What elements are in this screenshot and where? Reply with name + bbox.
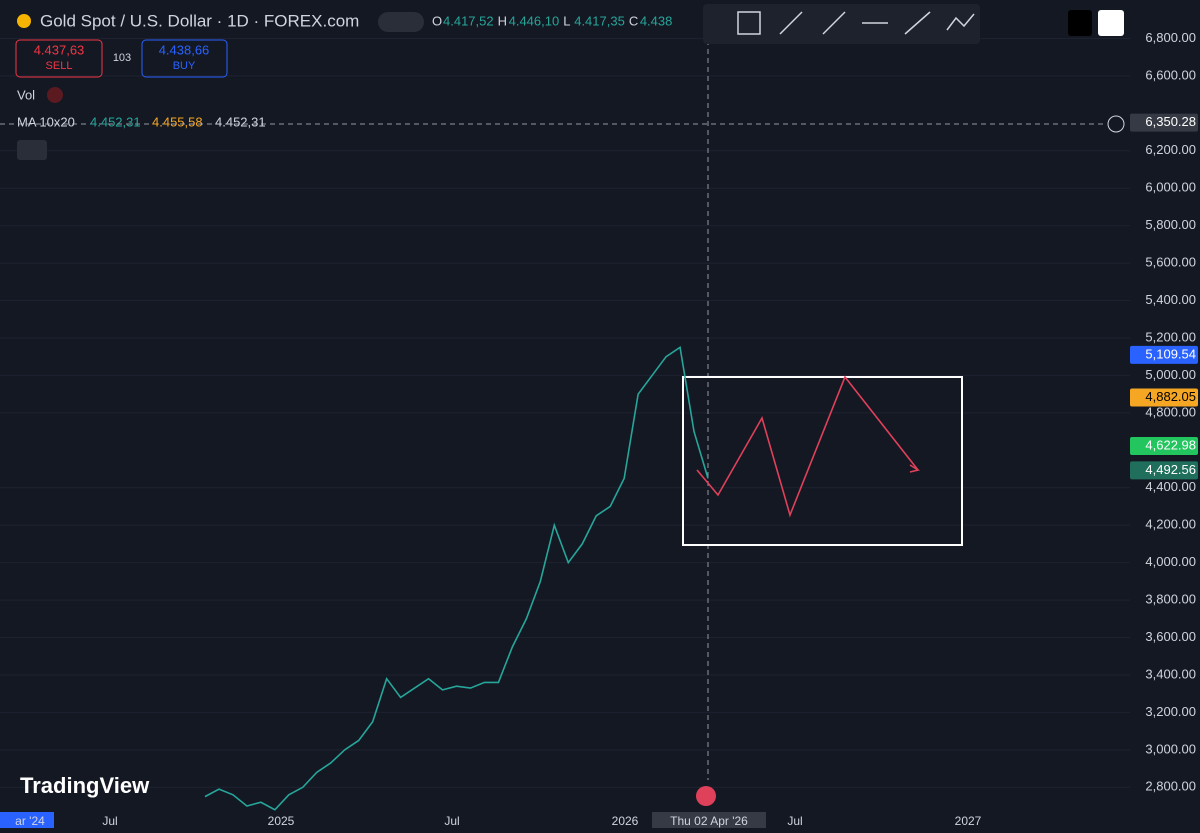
y-tick-label: 5,400.00 bbox=[1145, 292, 1196, 307]
spread: 103 bbox=[113, 52, 131, 64]
y-tick-label: 6,200.00 bbox=[1145, 142, 1196, 157]
drawing-toolbar bbox=[703, 4, 980, 44]
forecast-path bbox=[696, 375, 919, 518]
collapse-button[interactable] bbox=[17, 140, 47, 160]
x-tick-label: ar '24 bbox=[15, 814, 45, 828]
y-tick-label: 3,800.00 bbox=[1145, 592, 1196, 607]
price-marker-label: 5,109.54 bbox=[1145, 346, 1196, 361]
price-marker-label: 4,622.98 bbox=[1145, 437, 1196, 452]
ohlc-key: L bbox=[563, 13, 570, 28]
x-tick-label: Jul bbox=[787, 814, 802, 828]
ma-value: 4.452,31 bbox=[215, 114, 266, 129]
y-tick-label: 5,000.00 bbox=[1145, 367, 1196, 382]
price-marker bbox=[1130, 345, 1198, 364]
warning-icon bbox=[47, 87, 63, 103]
crosshair-x-label: Thu 02 Apr '26 bbox=[670, 814, 748, 828]
x-tick-label: 2027 bbox=[955, 814, 982, 828]
price-marker-label: 4,882.05 bbox=[1145, 389, 1196, 404]
vol-label: Vol bbox=[17, 87, 35, 102]
y-tick-label: 4,000.00 bbox=[1145, 554, 1196, 569]
status-pill bbox=[378, 12, 424, 32]
y-tick-label: 6,600.00 bbox=[1145, 67, 1196, 82]
y-tick-label: 3,000.00 bbox=[1145, 741, 1196, 756]
forecast-box bbox=[682, 376, 963, 546]
price-line bbox=[204, 345, 709, 811]
price-marker-label: 6,350.28 bbox=[1145, 114, 1196, 129]
price-marker bbox=[1130, 388, 1198, 407]
symbol-icon bbox=[17, 14, 31, 28]
price-marker bbox=[1130, 113, 1198, 132]
y-tick-label: 4,200.00 bbox=[1145, 517, 1196, 532]
y-tick-label: 3,400.00 bbox=[1145, 666, 1196, 681]
watermark: TradingView bbox=[20, 773, 150, 798]
ohlc-key: C bbox=[629, 13, 638, 28]
ma-value: 4.452,31 bbox=[90, 114, 141, 129]
forecast-arrow bbox=[909, 464, 921, 473]
y-tick-label: 3,200.00 bbox=[1145, 704, 1196, 719]
ma-value: 4.455,58 bbox=[152, 114, 203, 129]
sell-price: 4.437,63 bbox=[34, 42, 85, 57]
ohlc-value: 4.417,52 bbox=[443, 13, 494, 28]
time-axis bbox=[0, 812, 1200, 828]
ohlc-value: 4.417,35 bbox=[574, 13, 625, 28]
ma-label: MA 10x20 bbox=[17, 114, 75, 129]
price-marker bbox=[1130, 437, 1198, 456]
x-tick-label: 2026 bbox=[612, 814, 639, 828]
grid bbox=[0, 37, 1130, 788]
symbol-title: Gold Spot / U.S. Dollar · 1D · FOREX.com bbox=[40, 11, 359, 30]
y-tick-label: 6,800.00 bbox=[1145, 30, 1196, 45]
y-tick-label: 5,800.00 bbox=[1145, 217, 1196, 232]
buy-button[interactable] bbox=[141, 39, 228, 78]
y-tick-label: 3,600.00 bbox=[1145, 629, 1196, 644]
y-tick-label: 5,600.00 bbox=[1145, 255, 1196, 270]
ohlc-value: 4.446,10 bbox=[509, 13, 560, 28]
x-tick-label: Jul bbox=[444, 814, 459, 828]
buy-price: 4.438,66 bbox=[159, 42, 210, 57]
price-marker bbox=[1130, 461, 1198, 480]
sell-button[interactable] bbox=[15, 39, 103, 78]
toolbar-icons[interactable] bbox=[737, 11, 975, 35]
add-alert[interactable] bbox=[1107, 115, 1125, 133]
layout-button[interactable] bbox=[1098, 10, 1124, 36]
event-flag bbox=[696, 786, 716, 806]
crosshair-x-box bbox=[652, 812, 766, 828]
y-tick-label: 4,800.00 bbox=[1145, 404, 1196, 419]
price-marker-label: 4,492.56 bbox=[1145, 462, 1196, 477]
y-tick-label: 4,400.00 bbox=[1145, 479, 1196, 494]
y-tick-label: 2,800.00 bbox=[1145, 779, 1196, 794]
buy-label: BUY bbox=[173, 60, 196, 72]
x-label-box bbox=[0, 812, 54, 828]
ohlc-value: 4.438 bbox=[640, 13, 673, 28]
ohlc-key: O bbox=[432, 13, 442, 28]
sell-label: SELL bbox=[46, 60, 73, 72]
x-tick-label: 2025 bbox=[268, 814, 295, 828]
download-button[interactable] bbox=[1068, 10, 1092, 36]
x-tick-label: Jul bbox=[102, 814, 117, 828]
ohlc-key: H bbox=[498, 13, 507, 28]
y-tick-label: 6,000.00 bbox=[1145, 180, 1196, 195]
y-tick-label: 5,200.00 bbox=[1145, 329, 1196, 344]
